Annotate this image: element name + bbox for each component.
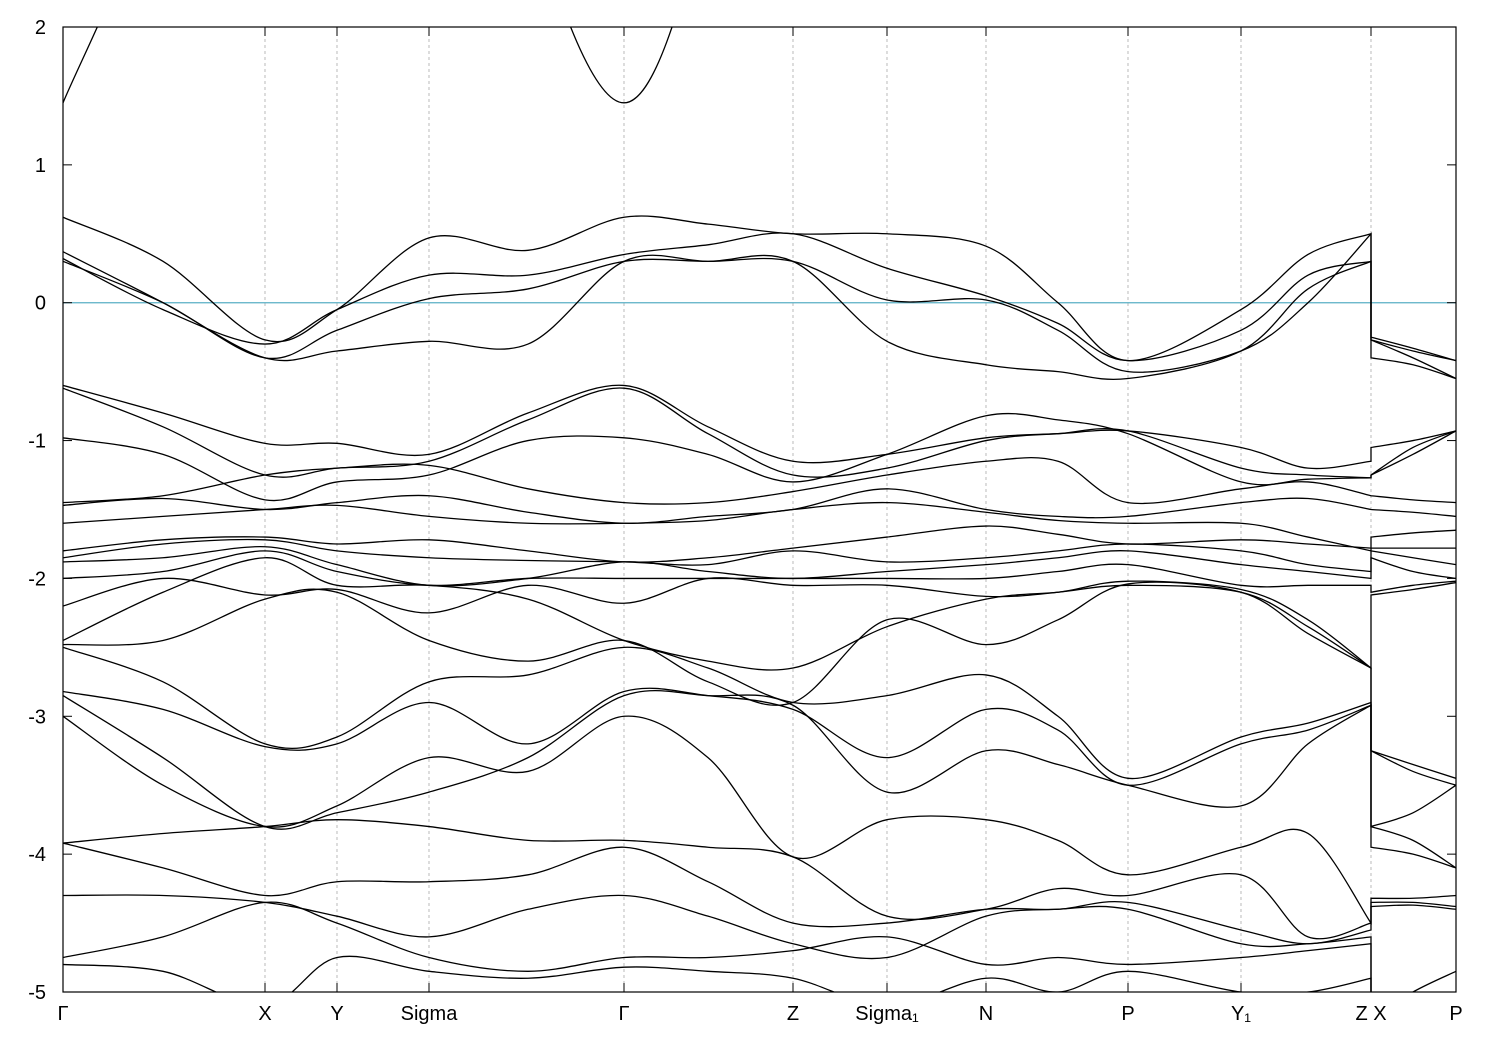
band-line	[63, 955, 1456, 992]
band-line	[63, 646, 1456, 828]
band-line	[63, 457, 1456, 505]
plot-frame	[62, 26, 1457, 993]
y-tick-label: 1	[35, 155, 46, 177]
band-line	[63, 232, 1456, 380]
band-line	[63, 901, 1456, 992]
band-line	[63, 687, 1456, 869]
band-line	[63, 488, 1456, 524]
band-line	[63, 251, 1456, 380]
band-line	[63, 525, 1456, 563]
band-line	[63, 387, 1456, 479]
axes: -5 -4 -3 -2 -1 0 1 2 Γ X Y Sigma Γ Z Sigma₁ N P Y₁ Z X P	[28, 17, 1462, 1025]
band-line	[63, 538, 1456, 573]
x-tick-label: Y₁	[1231, 1003, 1251, 1025]
x-tick-label: N	[979, 1003, 993, 1025]
x-tick-label: Z X	[1355, 1003, 1386, 1025]
x-tick-label: P	[1449, 1003, 1462, 1025]
bands	[63, 27, 1456, 992]
x-tick-label: Γ	[618, 1003, 629, 1025]
x-tick-label: Y	[330, 1003, 343, 1025]
x-tick-label: P	[1121, 1003, 1134, 1025]
band-line	[63, 690, 1456, 869]
x-tick-label: Sigma₁	[855, 1003, 919, 1025]
grid	[62, 27, 1457, 992]
y-tick-label: -5	[28, 982, 46, 1004]
band-line	[63, 27, 673, 104]
band-line	[63, 819, 1456, 940]
band-line	[63, 715, 1456, 926]
y-tick-label: -4	[28, 844, 46, 866]
band-line	[63, 581, 1456, 786]
y-tick-label: -1	[28, 431, 46, 453]
band-line	[63, 894, 1456, 992]
y-tick-label: -3	[28, 706, 46, 728]
band-line	[63, 577, 1456, 670]
band-line	[63, 557, 1456, 779]
y-tick-label: 2	[35, 17, 46, 39]
y-tick-label: -2	[28, 568, 46, 590]
band-line	[63, 215, 1456, 362]
band-line	[63, 501, 1456, 552]
x-tick-label: Sigma	[401, 1003, 459, 1025]
band-line	[63, 842, 1456, 945]
band-line	[63, 412, 1456, 502]
x-tick-label: Γ	[57, 1003, 68, 1025]
x-tick-label: X	[258, 1003, 271, 1025]
band-line	[63, 232, 1456, 362]
band-line	[63, 384, 1456, 470]
y-tick-label: 0	[35, 293, 46, 315]
band-line	[63, 550, 1456, 593]
x-tick-label: Z	[787, 1003, 799, 1025]
